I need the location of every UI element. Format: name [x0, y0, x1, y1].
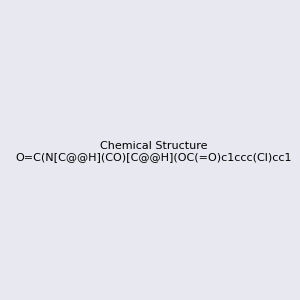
Text: Chemical Structure
O=C(N[C@@H](CO)[C@@H](OC(=O)c1ccc(Cl)cc1: Chemical Structure O=C(N[C@@H](CO)[C@@H]…	[16, 141, 292, 162]
